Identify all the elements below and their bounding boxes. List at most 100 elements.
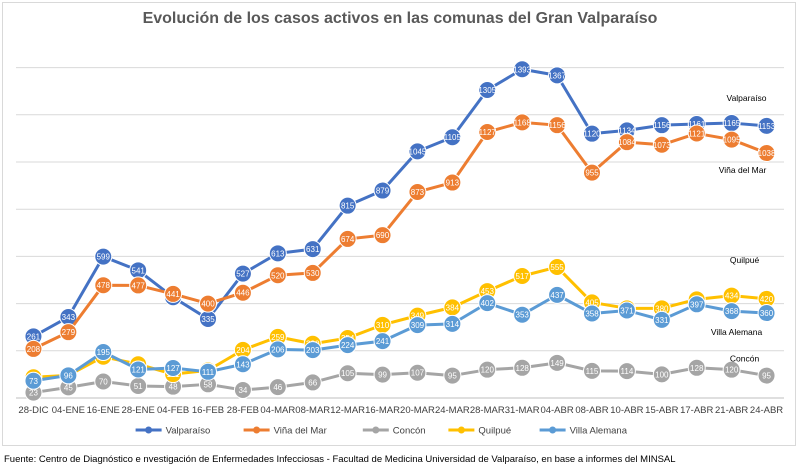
data-point [513, 113, 532, 132]
data-point [478, 360, 497, 379]
data-point [583, 304, 601, 323]
data-point [617, 133, 636, 152]
data-point [513, 266, 532, 285]
data-point [548, 258, 567, 277]
data-label: 111 [202, 368, 215, 377]
x-tick-label: 16-FEB [192, 405, 224, 416]
data-point [687, 358, 706, 377]
data-point [373, 332, 392, 351]
legend: Valparaíso Viña del Mar Concón Quilpué Villa… [135, 426, 628, 437]
legend-label: Concón [393, 426, 426, 437]
data-label: 100 [655, 370, 669, 379]
data-point [478, 294, 497, 313]
data-point [548, 285, 567, 304]
data-label: 241 [376, 337, 390, 346]
data-point [268, 266, 287, 285]
data-label: 343 [62, 313, 76, 322]
chart-title: Evolución de los casos activos en las co… [142, 10, 658, 27]
data-label: 127 [166, 364, 180, 373]
data-point [652, 116, 671, 135]
data-label: 360 [760, 309, 774, 318]
x-tick-label: 08-ABR [575, 405, 608, 416]
data-point [652, 135, 671, 154]
data-label: 1121 [688, 129, 706, 138]
legend-item: Valparaíso [135, 426, 210, 437]
data-label: 397 [690, 300, 704, 309]
data-label: 143 [236, 360, 250, 369]
data-label: 599 [97, 253, 111, 262]
data-label: 314 [446, 320, 460, 329]
data-label: 34 [238, 386, 247, 395]
data-label: 120 [725, 366, 739, 375]
data-label: 1393 [513, 65, 531, 74]
data-point [513, 358, 532, 377]
series-concón: 23 45 70 51 48 58 34 46 66 105 99 107 95 120 128 149 115… [24, 353, 776, 402]
data-label: 58 [204, 380, 213, 389]
data-label: 1168 [514, 118, 532, 127]
data-label: 530 [306, 269, 320, 278]
data-point [373, 226, 392, 245]
x-tick-label: 20-MAR [400, 405, 435, 416]
data-label: 115 [586, 367, 599, 376]
legend-item: Concón [362, 426, 426, 437]
series-end-label: Villa Alemana [711, 327, 763, 337]
x-tick-label: 31-MAR [505, 405, 540, 416]
data-label: 358 [585, 310, 599, 319]
data-point [199, 362, 217, 381]
data-point [164, 284, 183, 303]
data-point [408, 182, 427, 201]
data-label: 1153 [758, 122, 776, 131]
x-axis: 28-DIC 04-ENE 16-ENE 28-ENE 04-FEB 16-FEB 28-F… [18, 405, 783, 416]
data-label: 107 [411, 369, 425, 378]
data-label: 95 [448, 372, 457, 381]
data-label: 674 [341, 235, 355, 244]
data-label: 873 [411, 188, 425, 197]
data-label: 310 [376, 321, 390, 330]
data-label: 70 [99, 377, 108, 386]
data-point [443, 173, 462, 192]
data-point [94, 342, 113, 361]
data-point [478, 81, 497, 100]
series-layer: 2613435995414273355276136318158791045110… [24, 60, 776, 402]
data-point [757, 304, 776, 323]
data-label: 400 [201, 300, 215, 309]
data-point [548, 116, 567, 135]
data-label: 380 [655, 304, 669, 313]
x-tick-label: 16-ENE [87, 405, 120, 416]
data-label: 437 [550, 291, 564, 300]
data-point [24, 371, 43, 390]
data-point [757, 116, 776, 135]
data-label: 446 [236, 289, 250, 298]
data-label: 1084 [618, 138, 636, 147]
legend-label: Villa Alemana [570, 426, 628, 437]
data-point [548, 353, 567, 372]
data-point [129, 276, 148, 295]
data-label: 1073 [653, 141, 671, 150]
data-point [164, 359, 183, 378]
data-label: 45 [64, 383, 73, 392]
data-point [652, 310, 671, 329]
data-point [303, 373, 322, 392]
data-label: 96 [64, 371, 73, 380]
legend-swatch-marker [372, 426, 380, 434]
x-tick-label: 15-ABR [645, 405, 678, 416]
series-line [32, 120, 768, 351]
x-tick-label: 04-MAR [260, 405, 295, 416]
data-label: 203 [306, 346, 320, 355]
data-point [408, 316, 427, 335]
data-point [443, 128, 462, 147]
data-label: 331 [655, 316, 669, 325]
data-point [233, 380, 252, 399]
x-tick-label: 24-MAR [435, 405, 470, 416]
data-label: 527 [236, 270, 250, 279]
data-label: 434 [725, 292, 739, 301]
data-label: 353 [516, 311, 530, 320]
data-label: 478 [97, 281, 111, 290]
data-point [408, 363, 427, 382]
data-point [722, 360, 741, 379]
series-viña-del-mar: 208 279 478 477 441 400 446 520 530 674 690 873 913 1… [24, 113, 776, 358]
data-label: 208 [27, 345, 41, 354]
data-point [268, 244, 287, 263]
data-label: 555 [550, 263, 564, 272]
data-point [513, 60, 532, 79]
